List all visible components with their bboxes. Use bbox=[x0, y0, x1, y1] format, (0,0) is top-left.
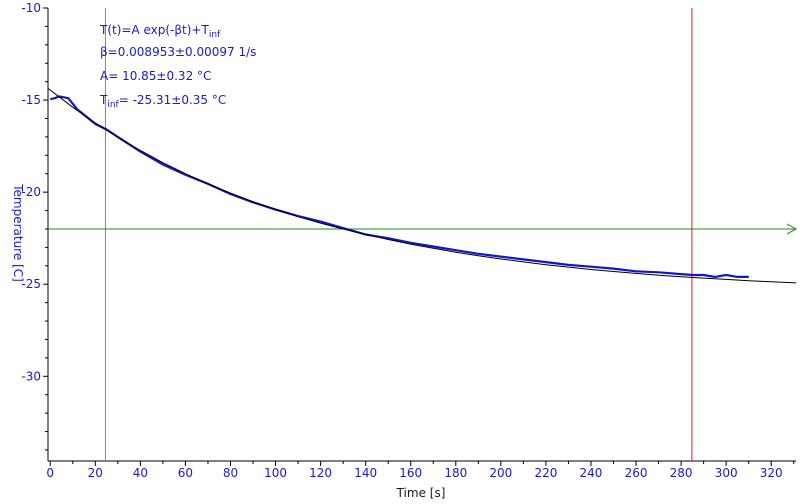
x-axis-title: Time [s] bbox=[396, 486, 446, 500]
y-tick-label: -10 bbox=[21, 1, 41, 15]
x-tick-label: 160 bbox=[399, 466, 422, 480]
y-tick-label: -15 bbox=[21, 93, 41, 107]
y-tick-label: -30 bbox=[21, 369, 41, 383]
y-axis-title: Temperature [C] bbox=[11, 183, 25, 282]
y-tick-label: -25 bbox=[21, 277, 41, 291]
x-tick-label: 100 bbox=[264, 466, 287, 480]
x-tick-label: 200 bbox=[489, 466, 512, 480]
x-tick-label: 0 bbox=[46, 466, 54, 480]
x-tick-label: 320 bbox=[760, 466, 783, 480]
horizontal-line-arrow-icon bbox=[786, 223, 798, 235]
x-tick-label: 20 bbox=[88, 466, 103, 480]
x-tick-label: 180 bbox=[444, 466, 467, 480]
amplitude-value: A= 10.85±0.32 °C bbox=[100, 69, 211, 83]
x-tick-label: 260 bbox=[625, 466, 648, 480]
axes bbox=[47, 8, 796, 462]
y-tick-label: -20 bbox=[21, 185, 41, 199]
y-ticks: -10 -15 -20 -25 -30 bbox=[21, 1, 48, 451]
x-tick-label: 80 bbox=[223, 466, 238, 480]
x-tick-label: 220 bbox=[534, 466, 557, 480]
fit-curve-line bbox=[47, 88, 797, 284]
x-ticks: 0 20 40 60 80 100 120 140 160 180 200 220 240 260 280 3… bbox=[46, 461, 795, 480]
fit-equation: T(t)=A exp(-βt)+Tinf bbox=[99, 23, 221, 40]
x-tick-label: 280 bbox=[670, 466, 693, 480]
x-tick-label: 240 bbox=[580, 466, 603, 480]
beta-value: β=0.008953±0.00097 1/s bbox=[100, 45, 256, 59]
x-tick-label: 120 bbox=[309, 466, 332, 480]
tinf-value: Tinf= -25.31±0.35 °C bbox=[99, 93, 226, 110]
x-tick-label: 60 bbox=[178, 466, 193, 480]
x-tick-label: 40 bbox=[133, 466, 148, 480]
x-tick-label: 300 bbox=[715, 466, 738, 480]
x-tick-label: 140 bbox=[354, 466, 377, 480]
